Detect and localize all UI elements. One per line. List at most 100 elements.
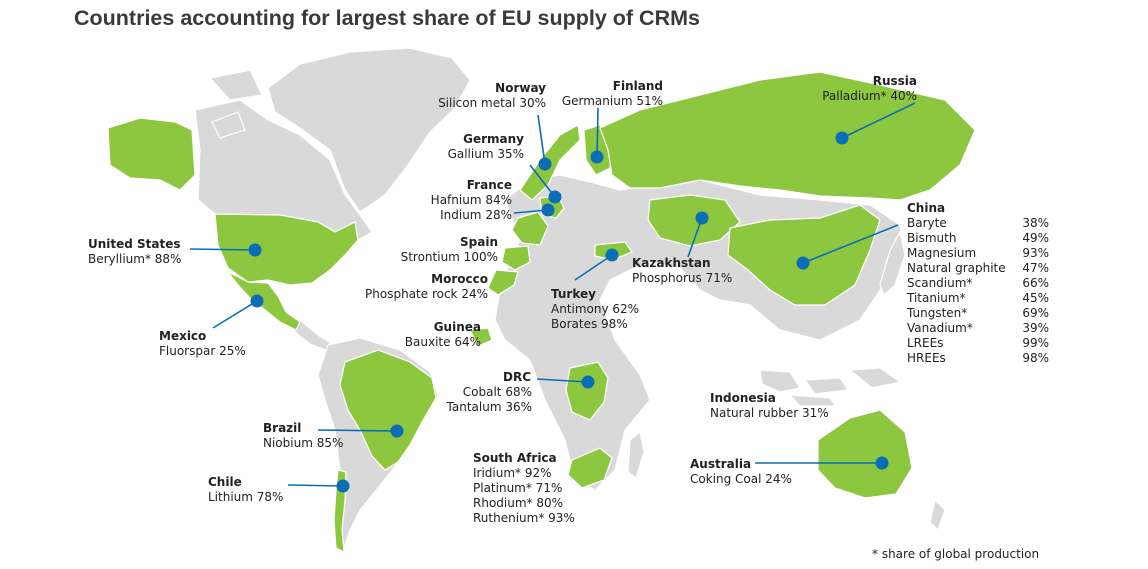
country-name: Guinea [433,320,481,334]
label-china: China Baryte 38% Bismuth 49% Magnesium 93% Nat… [907,201,1049,366]
marker-mexico [250,294,264,308]
russia-shape [599,71,976,201]
marker-germany [548,190,562,204]
china-material-row: Bismuth 49% [907,231,1049,246]
label-chile: Chile Lithium 78% [208,475,283,505]
alaska [107,117,196,191]
country-name: Mexico [159,329,207,343]
material: Antimony 62% [551,302,640,316]
label-morocco: Morocco Phosphate rock 24% [350,272,488,302]
material-share: 93% [1022,246,1049,260]
marker-usa [248,243,262,257]
label-drc: DRC Cobalt 68% Tantalum 36% [430,370,532,415]
guinea-shape [469,327,493,347]
label-spain: Spain Strontium 100% [380,235,498,265]
material: Palladium* 40% [822,89,917,103]
label-finland: Finland Germanium 51% [550,79,663,109]
footnote: * share of global production [872,547,1040,561]
material-name: Scandium* [907,276,973,290]
label-norway: Norway Silicon metal 30% [420,81,546,111]
marker-drc [581,375,595,389]
country-name: Kazakhstan [632,256,711,270]
material: Fluorspar 25% [159,344,246,358]
south-africa-shape [567,447,613,489]
material: Hafnium 84% [430,193,512,207]
morocco-shape [487,269,519,296]
marker-norway [538,157,552,171]
material-share: 47% [1022,261,1049,275]
country-name: Turkey [551,287,596,301]
usa-shape [214,213,359,286]
marker-turkey [605,248,619,262]
china-shape [727,204,881,306]
label-russia: Russia Palladium* 40% [810,74,917,104]
marker-china [796,256,810,270]
material-name: HREEs [907,351,946,365]
country-name: Indonesia [710,391,776,405]
material-name: Magnesium [907,246,977,260]
label-turkey: Turkey Antimony 62% Borates 98% [551,287,639,332]
country-name: Finland [612,79,663,93]
material: Lithium 78% [208,490,284,504]
country-name: United States [88,237,181,251]
country-name: Australia [690,457,752,471]
label-indonesia: Indonesia Natural rubber 31% [710,391,829,421]
leader-lines [189,102,916,487]
material: Coking Coal 24% [690,472,792,486]
japan [879,230,906,297]
china-material-row: Natural graphite 47% [907,261,1049,276]
material: Natural rubber 31% [710,406,829,420]
material: Beryllium* 88% [88,252,182,266]
material: Phosphorus 71% [632,271,733,285]
arctic-islands [208,69,263,139]
marker-chile [336,479,350,493]
material: Borates 98% [551,317,628,331]
material-share: 69% [1022,306,1049,320]
markers [248,131,889,493]
se-asia-islands [759,367,902,407]
country-name: China [907,201,946,215]
country-name: South Africa [473,451,557,465]
label-france: France Hafnium 84% Indium 28% [420,178,512,223]
material-share: 66% [1022,276,1049,290]
label-germany: Germany Gallium 35% [430,132,524,162]
material-name: Titanium* [907,291,966,305]
material: Strontium 100% [400,250,498,264]
label-south-africa: South Africa Iridium* 92% Platinum* 71% … [473,451,575,526]
material-name: Baryte [907,216,947,230]
marker-brazil [390,424,404,438]
country-name: Brazil [263,421,302,435]
country-name: Germany [463,132,524,146]
china-material-row: Vanadium* 39% [907,321,1049,336]
material: Silicon metal 30% [438,96,546,110]
material: Phosphate rock 24% [365,287,488,301]
material: Gallium 35% [447,147,524,161]
new-zealand [929,498,946,532]
label-mexico: Mexico Fluorspar 25% [159,329,246,359]
china-material-row: LREEs 99% [907,336,1049,351]
material: Tantalum 36% [446,400,532,414]
country-name: Spain [460,235,498,249]
material: Rhodium* 80% [473,496,564,510]
china-material-row: Baryte 38% [907,216,1049,231]
material: Iridium* 92% [473,466,552,480]
label-brazil: Brazil Niobium 85% [263,421,343,451]
country-name: France [466,178,512,192]
spain-shape [501,245,531,271]
material-share: 39% [1022,321,1049,335]
china-material-row: HREEs 98% [907,351,1049,366]
france-shape [511,211,549,246]
brazil-shape [339,349,437,471]
material: Ruthenium* 93% [473,511,575,525]
material-name: Bismuth [907,231,957,245]
marker-finland [590,150,604,164]
material: Indium 28% [440,208,512,222]
material: Niobium 85% [263,436,344,450]
material: Germanium 51% [561,94,663,108]
material-name: LREEs [907,336,944,350]
material: Bauxite 64% [404,335,481,349]
madagascar [627,430,645,479]
greenland [267,47,471,213]
china-material-row: Tungsten* 69% [907,306,1049,321]
